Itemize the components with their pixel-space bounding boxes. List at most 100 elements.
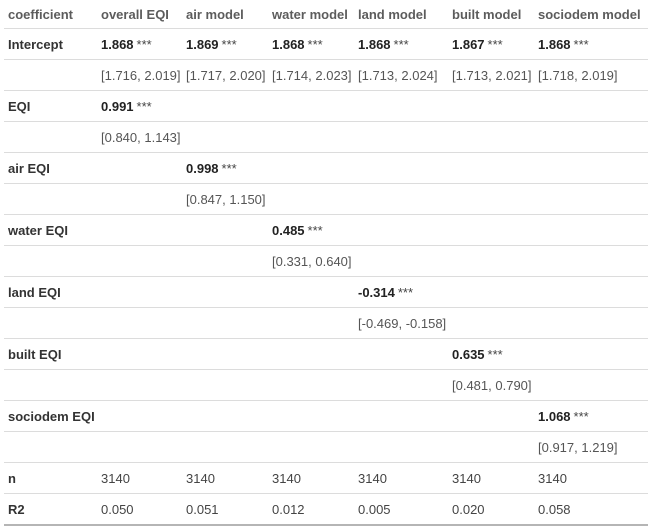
table-cell: [97, 152, 182, 184]
table-cell: [1.714, 2.023]: [268, 59, 354, 91]
table-cell: 0.020: [448, 493, 534, 526]
significance-stars: ***: [136, 98, 152, 114]
table-cell: [268, 307, 354, 339]
table-cell: [1.717, 2.020]: [182, 59, 268, 91]
confidence-interval: [1.713, 2.024]: [358, 67, 438, 83]
table-cell: [182, 307, 268, 339]
table-cell: 0.051: [182, 493, 268, 526]
table-cell: 3140: [534, 462, 648, 494]
row-label: built EQI: [4, 338, 97, 370]
table-cell: 1.869 ***: [182, 29, 268, 60]
table-cell: [534, 276, 648, 308]
table-cell: [268, 369, 354, 401]
confidence-interval: [0.840, 1.143]: [101, 129, 181, 145]
row-label: n: [4, 462, 97, 494]
table-cell: [448, 183, 534, 215]
coefficient-estimate: 0.635: [452, 346, 485, 362]
coefficient-estimate: 1.868: [272, 36, 305, 52]
table-cell: [448, 276, 534, 308]
significance-stars: ***: [397, 284, 414, 300]
table-cell: [-0.469, -0.158]: [354, 307, 448, 339]
confidence-interval: [0.481, 0.790]: [452, 377, 532, 393]
coefficient-estimate: 1.868: [101, 36, 134, 52]
row-label: land EQI: [4, 276, 97, 308]
table-cell: [97, 400, 182, 432]
confidence-interval: [1.714, 2.023]: [272, 67, 352, 83]
table-cell: [534, 90, 648, 122]
table-cell: [1.713, 2.024]: [354, 59, 448, 91]
table-cell: [448, 90, 534, 122]
table-cell: [268, 338, 354, 370]
significance-stars: ***: [487, 346, 503, 362]
stat-value: 3140: [538, 470, 567, 486]
table-row: [0.917, 1.219]: [4, 431, 648, 463]
table-row: sociodem EQI 1.068 ***: [4, 400, 648, 432]
coefficient-estimate: 1.869: [186, 36, 219, 52]
header-coefficient: coefficient: [4, 0, 97, 29]
confidence-interval: [0.331, 0.640]: [272, 253, 352, 269]
row-label: air EQI: [4, 152, 97, 184]
table-cell: [354, 214, 448, 246]
table-cell: 0.991 ***: [97, 90, 182, 122]
row-label: EQI: [4, 90, 97, 122]
table-cell: 0.635 ***: [448, 338, 534, 370]
table-row: air EQI 0.998 ***: [4, 152, 648, 184]
stat-value: 0.051: [186, 501, 219, 517]
table-cell: [182, 121, 268, 153]
table-cell: [448, 245, 534, 277]
table-cell: 1.868 ***: [534, 29, 648, 60]
header-water-model: water model: [268, 0, 354, 29]
table-cell: 1.068 ***: [534, 400, 648, 432]
table-cell: [268, 183, 354, 215]
table-cell: [182, 90, 268, 122]
table-header: coefficient overall EQI air model water …: [4, 0, 648, 29]
table-cell: [448, 307, 534, 339]
significance-stars: ***: [393, 36, 409, 52]
table-cell: [182, 214, 268, 246]
row-label: Intercept: [8, 36, 63, 52]
confidence-interval: [1.713, 2.021]: [452, 67, 532, 83]
table-row: water EQI 0.485 ***: [4, 214, 648, 246]
table-cell: [354, 152, 448, 184]
significance-stars: ***: [136, 36, 152, 52]
row-label: [4, 369, 97, 401]
table-cell: 3140: [182, 462, 268, 494]
coefficient-estimate: 0.485: [272, 222, 305, 238]
stat-value: 0.005: [358, 501, 391, 517]
table-cell: [97, 338, 182, 370]
table-row: n 3140 3140 3140 3140 3140 3140: [4, 462, 648, 494]
table-cell: [0.840, 1.143]: [97, 121, 182, 153]
table-cell: [354, 369, 448, 401]
coefficient-estimate: 1.867: [452, 36, 485, 52]
table-cell: 3140: [268, 462, 354, 494]
table-cell: [534, 307, 648, 339]
table-row: [0.331, 0.640]: [4, 245, 648, 277]
table-cell: [534, 214, 648, 246]
confidence-interval: [0.917, 1.219]: [538, 439, 618, 455]
table-cell: [268, 90, 354, 122]
table-row: [0.481, 0.790]: [4, 369, 648, 401]
table-row: [1.716, 2.019] [1.717, 2.020] [1.714, 2.02…: [4, 59, 648, 91]
table-cell: [97, 183, 182, 215]
table-cell: [0.917, 1.219]: [534, 431, 648, 463]
table-cell: 3140: [97, 462, 182, 494]
stat-value: 3140: [358, 470, 387, 486]
significance-stars: ***: [221, 36, 237, 52]
row-label: [4, 59, 97, 91]
table-cell: [97, 276, 182, 308]
table-row: built EQI 0.635 ***: [4, 338, 648, 370]
table-row: R2 0.050 0.051 0.012 0.005 0.020 0.058: [4, 493, 648, 526]
table-row: EQI 0.991 ***: [4, 90, 648, 122]
table-cell: 3140: [354, 462, 448, 494]
table-cell: [1.713, 2.021]: [448, 59, 534, 91]
stat-value: 3140: [101, 470, 130, 486]
header-land-model: land model: [354, 0, 448, 29]
stat-value: 0.050: [101, 501, 134, 517]
confidence-interval: [1.717, 2.020]: [186, 67, 266, 83]
table-cell: [1.716, 2.019]: [97, 59, 182, 91]
stat-value: 3140: [452, 470, 481, 486]
table-cell: [534, 369, 648, 401]
table-cell: 0.058: [534, 493, 648, 526]
table-cell: [534, 183, 648, 215]
table-cell: [534, 121, 648, 153]
